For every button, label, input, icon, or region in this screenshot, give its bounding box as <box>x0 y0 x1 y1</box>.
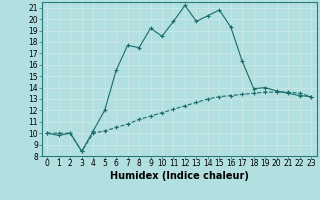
X-axis label: Humidex (Indice chaleur): Humidex (Indice chaleur) <box>110 171 249 181</box>
